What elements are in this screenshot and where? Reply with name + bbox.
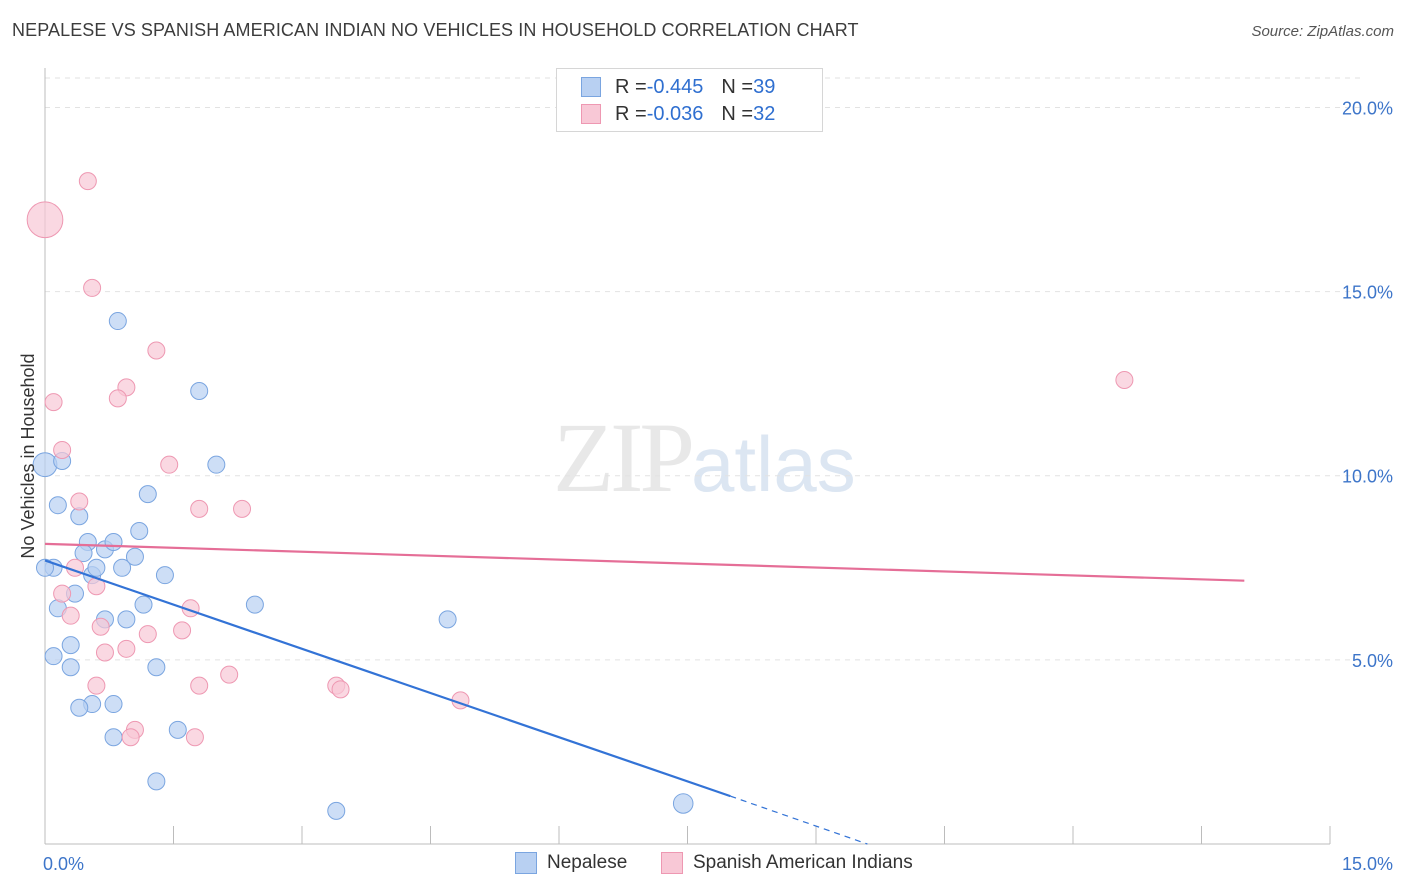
nepalese-point [147, 772, 166, 791]
legend-r-label: R = [615, 75, 647, 98]
spanish-point [108, 389, 127, 408]
spanish-point [117, 639, 136, 658]
spanish-point [61, 606, 80, 625]
nepalese-point [134, 595, 153, 614]
nepalese-point [117, 610, 136, 629]
legend-r-label: R = [615, 102, 647, 125]
y-tick-label: 20.0% [1342, 98, 1393, 118]
legend-n-value: 39 [753, 75, 776, 98]
bottom-legend-nepalese: Nepalese [515, 852, 627, 874]
spanish-point [95, 643, 114, 662]
spanish-point [53, 440, 72, 459]
nepalese-point [207, 455, 226, 474]
nepalese-point [672, 793, 694, 814]
y-tick-label: 15.0% [1342, 283, 1393, 303]
x-tick-label: 0.0% [43, 854, 84, 874]
bottom-legend-swatch-nepalese [515, 852, 537, 874]
nepalese-trend-line [44, 559, 731, 798]
spanish-point [26, 201, 64, 239]
correlation-legend: R = -0.445 N = 39 R = -0.036 N = 32 [556, 68, 823, 132]
spanish-trend-line [44, 542, 1245, 582]
nepalese-point [48, 496, 67, 515]
nepalese-point [104, 695, 123, 714]
spanish-point [44, 393, 63, 412]
spanish-point [138, 625, 157, 644]
data-points [26, 172, 1134, 820]
bottom-legend-label-spanish: Spanish American Indians [693, 852, 913, 873]
nepalese-point [70, 698, 89, 717]
bottom-legend-spanish: Spanish American Indians [661, 852, 913, 874]
nepalese-trend-extension [730, 795, 868, 845]
nepalese-point [438, 610, 457, 629]
spanish-point [331, 680, 350, 699]
legend-n-label: N = [721, 75, 754, 98]
nepalese-point [61, 636, 80, 655]
legend-swatch-nepalese [581, 77, 601, 97]
nepalese-point [44, 647, 63, 666]
spanish-point [91, 617, 110, 636]
tick-labels: 5.0% 10.0% 15.0% 20.0% 0.0% 15.0% [43, 98, 1393, 874]
spanish-point [220, 665, 239, 684]
watermark-zip: ZIP [553, 402, 695, 513]
y-axis-label: No Vehicles in Household [18, 353, 38, 558]
nepalese-point [36, 558, 54, 577]
bottom-legend-swatch-spanish [661, 852, 683, 874]
nepalese-point [108, 312, 127, 331]
nepalese-point [327, 801, 346, 820]
spanish-point [78, 172, 97, 191]
x-tick-label: 15.0% [1342, 854, 1393, 874]
spanish-point [190, 676, 209, 695]
spanish-point [121, 728, 140, 747]
y-tick-label: 5.0% [1352, 651, 1393, 671]
spanish-point [147, 341, 166, 360]
spanish-point [160, 455, 179, 474]
spanish-point [185, 728, 204, 747]
chart-title: NEPALESE VS SPANISH AMERICAN INDIAN NO V… [12, 20, 859, 40]
nepalese-point [61, 658, 80, 677]
axes [44, 68, 1331, 845]
spanish-point [70, 492, 89, 511]
nepalese-point [74, 544, 93, 563]
spanish-point [173, 621, 192, 640]
source-label: Source: ZipAtlas.com [1251, 23, 1394, 40]
legend-n-label: N = [721, 102, 754, 125]
legend-r-value: -0.445 [646, 75, 704, 98]
nepalese-point [87, 558, 106, 577]
legend-swatch-spanish [581, 104, 601, 124]
spanish-point [233, 499, 252, 518]
nepalese-point [245, 595, 264, 614]
grid-lines [45, 77, 1365, 661]
nepalese-point [168, 720, 187, 739]
spanish-point [87, 676, 106, 695]
legend-row-spanish: R = -0.036 N = 32 [581, 102, 775, 126]
nepalese-point [125, 547, 144, 566]
spanish-point [1115, 370, 1134, 389]
legend-n-value: 32 [753, 102, 776, 125]
nepalese-point [104, 728, 123, 747]
watermark: ZIPatlas [553, 400, 856, 515]
nepalese-point [104, 533, 123, 552]
bottom-legend-label-nepalese: Nepalese [547, 852, 628, 873]
nepalese-point [130, 521, 149, 540]
nepalese-point [155, 566, 174, 585]
nepalese-point [190, 382, 209, 401]
nepalese-point [113, 558, 132, 577]
trend-lines [44, 542, 1245, 845]
legend-r-value: -0.036 [646, 102, 704, 125]
spanish-point [53, 584, 72, 603]
nepalese-point [138, 485, 157, 504]
legend-row-nepalese: R = -0.445 N = 39 [581, 75, 775, 99]
spanish-point [190, 499, 209, 518]
watermark-atlas: atlas [691, 420, 856, 508]
y-tick-label: 10.0% [1342, 467, 1393, 487]
nepalese-point [147, 658, 166, 677]
spanish-point [83, 278, 102, 297]
